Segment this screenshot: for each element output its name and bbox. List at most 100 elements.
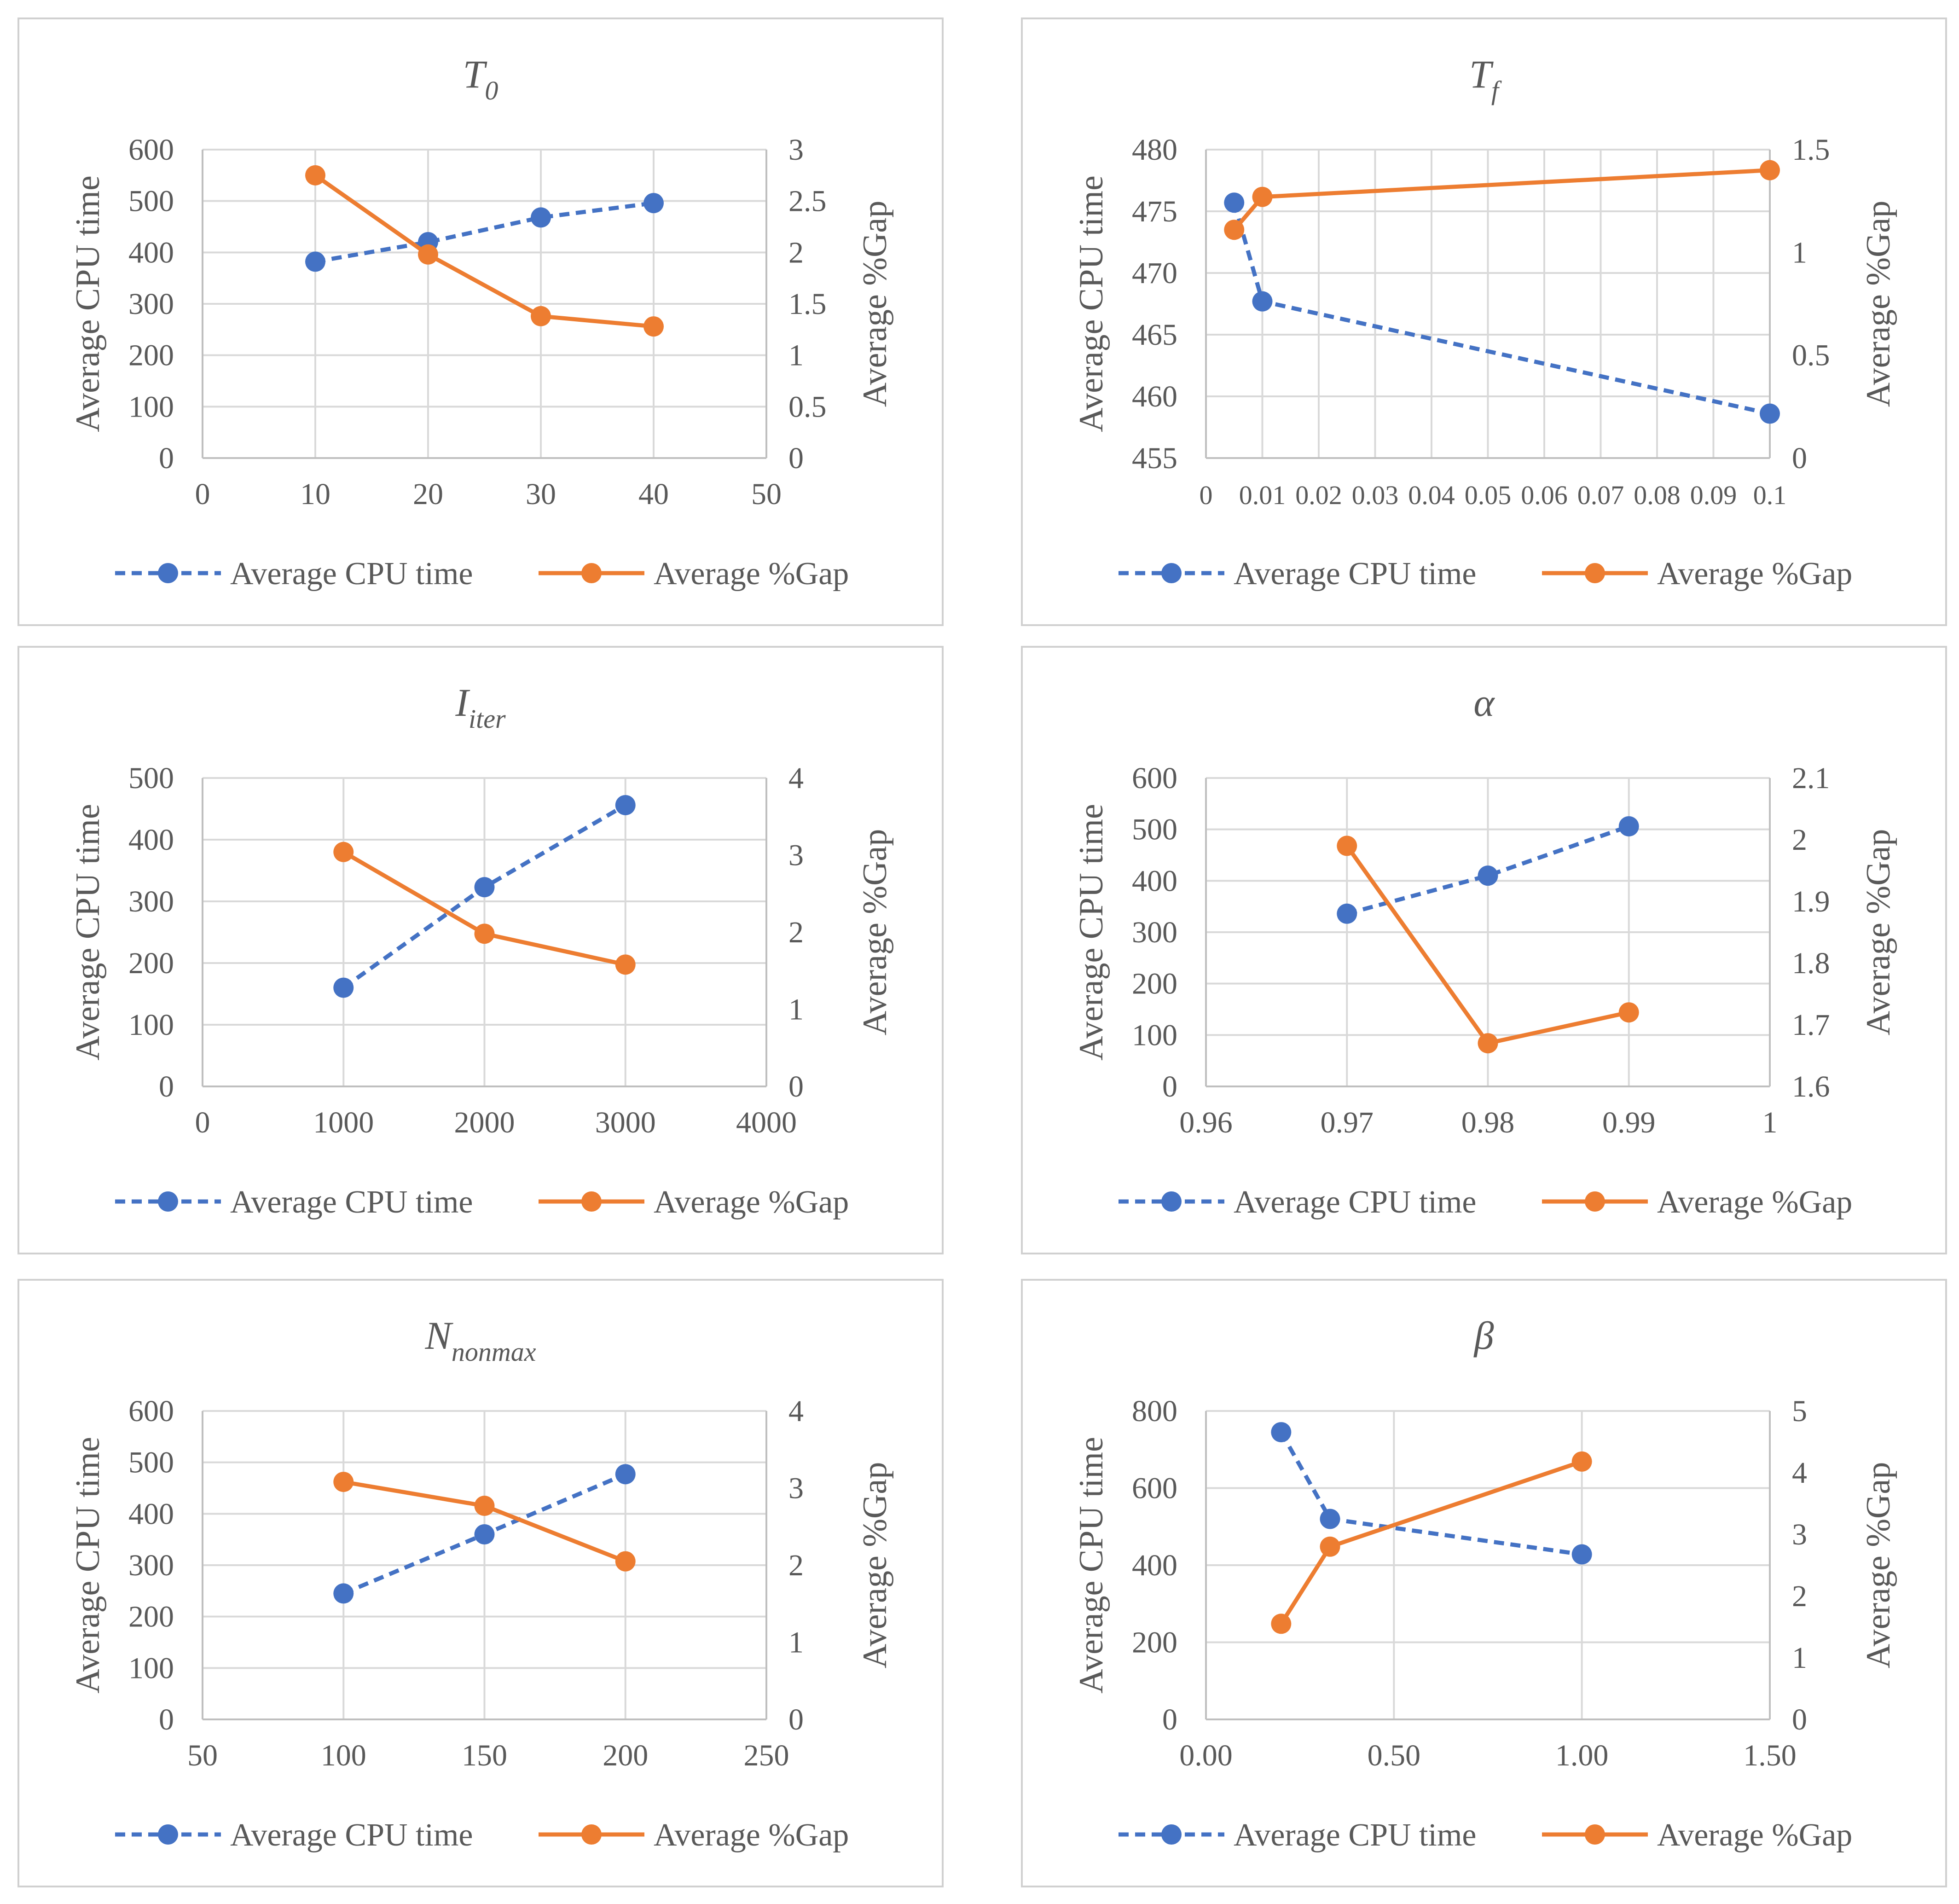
y2-tick-label: 0: [788, 1703, 804, 1736]
x-tick-label: 0.09: [1690, 480, 1737, 510]
x-tick-label: 50: [187, 1739, 218, 1772]
chart-title-main: I: [455, 680, 470, 725]
chart-title: Nnonmax: [424, 1313, 536, 1367]
y-tick-label: 400: [128, 1497, 174, 1531]
chart-title-subscript: nonmax: [452, 1337, 536, 1367]
legend-entry: Average CPU time: [115, 1817, 473, 1853]
chart-title-main: T: [463, 52, 487, 96]
x-tick-label: 0.97: [1321, 1106, 1374, 1139]
y2-tick-label: 1.5: [1792, 133, 1830, 167]
y2-tick-label: 1: [788, 339, 804, 372]
legend-label: Average CPU time: [230, 1184, 473, 1220]
x-tick-label: 100: [321, 1739, 366, 1772]
chart-title-subscript: iter: [469, 704, 506, 734]
y-tick-label: 600: [128, 133, 174, 167]
y-tick-label: 200: [128, 946, 174, 980]
y-tick-label: 800: [1132, 1394, 1177, 1428]
y2-tick-label: 2: [788, 916, 804, 949]
y2-tick-label: 0: [788, 1070, 804, 1103]
data-point-gap: [1760, 160, 1780, 180]
chart-panel-5: β0.00 0.50 1.00 1.500200400600800012345Aver…: [1021, 1279, 1947, 1887]
data-point-gap: [1618, 1002, 1639, 1023]
legend-label: Average CPU time: [1234, 1817, 1476, 1853]
chart-title-main: T: [1469, 52, 1494, 96]
data-point-cpu-time: [474, 1524, 495, 1544]
y-tick-label: 400: [1132, 1549, 1177, 1582]
y2-tick-label: 1.7: [1792, 1008, 1830, 1042]
x-tick-label: 3000: [595, 1106, 656, 1139]
y2-tick-label: 1.8: [1792, 946, 1830, 980]
data-point-cpu-time: [615, 1464, 636, 1485]
y-tick-label: 400: [128, 823, 174, 857]
legend-entry: Average %Gap: [539, 1817, 849, 1853]
y-axis-title: Average CPU time: [1072, 804, 1110, 1061]
y-tick-label: 100: [1132, 1018, 1177, 1052]
y-tick-label: 300: [128, 885, 174, 918]
y2-tick-label: 1.6: [1792, 1070, 1830, 1103]
legend-swatch-marker: [1585, 1824, 1605, 1845]
y2-axis-title: Average %Gap: [1860, 201, 1897, 407]
data-point-gap: [305, 165, 325, 186]
data-point-gap: [333, 1472, 354, 1492]
y-tick-label: 300: [1132, 916, 1177, 949]
legend-swatch-marker: [581, 563, 602, 583]
y-tick-label: 400: [1132, 864, 1177, 898]
y-axis-title: Average CPU time: [1072, 1437, 1110, 1694]
y2-axis-title: Average %Gap: [856, 1462, 894, 1669]
y-tick-label: 300: [128, 1549, 174, 1582]
chart-title-main: α: [1473, 680, 1495, 725]
chart-border: [1021, 646, 1947, 1254]
legend-swatch-marker: [158, 1191, 178, 1212]
y-tick-label: 200: [128, 339, 174, 372]
chart-border: [17, 646, 944, 1254]
x-tick-label: 0.07: [1577, 480, 1624, 510]
y2-tick-label: 0: [788, 441, 804, 475]
x-tick-label: 150: [462, 1739, 507, 1772]
y2-tick-label: 2: [1792, 1579, 1807, 1613]
y2-tick-label: 4: [1792, 1456, 1807, 1490]
legend-swatch-marker: [158, 563, 178, 583]
x-tick-label: 0.99: [1602, 1106, 1656, 1139]
legend-entry: Average %Gap: [539, 1184, 849, 1220]
chart-title-main: β: [1473, 1313, 1494, 1358]
legend-label: Average %Gap: [654, 556, 849, 592]
legend-swatch-marker: [1161, 1191, 1182, 1212]
x-tick-label: 0.1: [1753, 480, 1787, 510]
y2-tick-label: 0.5: [788, 390, 827, 424]
x-tick-label: 40: [638, 477, 669, 511]
legend-entry: Average %Gap: [539, 556, 849, 592]
x-tick-label: 20: [413, 477, 443, 511]
legend-entry: Average CPU time: [1119, 1184, 1476, 1220]
chart-title-main: N: [424, 1313, 453, 1358]
x-tick-label: 0.08: [1634, 480, 1681, 510]
x-tick-label: 0: [1200, 480, 1213, 510]
y-axis-title: Average CPU time: [69, 804, 107, 1061]
data-point-gap: [474, 1496, 495, 1516]
y2-tick-label: 1: [1792, 236, 1807, 269]
x-tick-label: 0.03: [1352, 480, 1399, 510]
y-tick-label: 500: [128, 185, 174, 218]
data-point-cpu-time: [333, 1583, 354, 1604]
x-tick-label: 0.02: [1295, 480, 1342, 510]
x-tick-label: 1: [1762, 1106, 1778, 1139]
y-tick-label: 500: [1132, 813, 1177, 847]
x-tick-label: 1.50: [1743, 1739, 1797, 1772]
y2-tick-label: 4: [788, 1394, 804, 1428]
y-tick-label: 100: [128, 390, 174, 424]
x-tick-label: 0.01: [1239, 480, 1286, 510]
y-tick-label: 500: [128, 761, 174, 795]
y-axis-title: Average CPU time: [1072, 175, 1110, 432]
x-tick-label: 0: [195, 477, 210, 511]
legend-label: Average %Gap: [654, 1817, 849, 1853]
y-tick-label: 100: [128, 1651, 174, 1685]
legend-label: Average %Gap: [1657, 556, 1852, 592]
y2-axis-title: Average %Gap: [1860, 829, 1897, 1036]
data-point-cpu-time: [531, 207, 551, 228]
y-tick-label: 470: [1132, 256, 1177, 290]
data-point-cpu-time: [305, 251, 325, 272]
data-point-cpu-time: [333, 977, 354, 998]
y-tick-label: 400: [128, 236, 174, 269]
y2-tick-label: 1.5: [788, 287, 827, 321]
data-point-gap: [1320, 1536, 1340, 1557]
